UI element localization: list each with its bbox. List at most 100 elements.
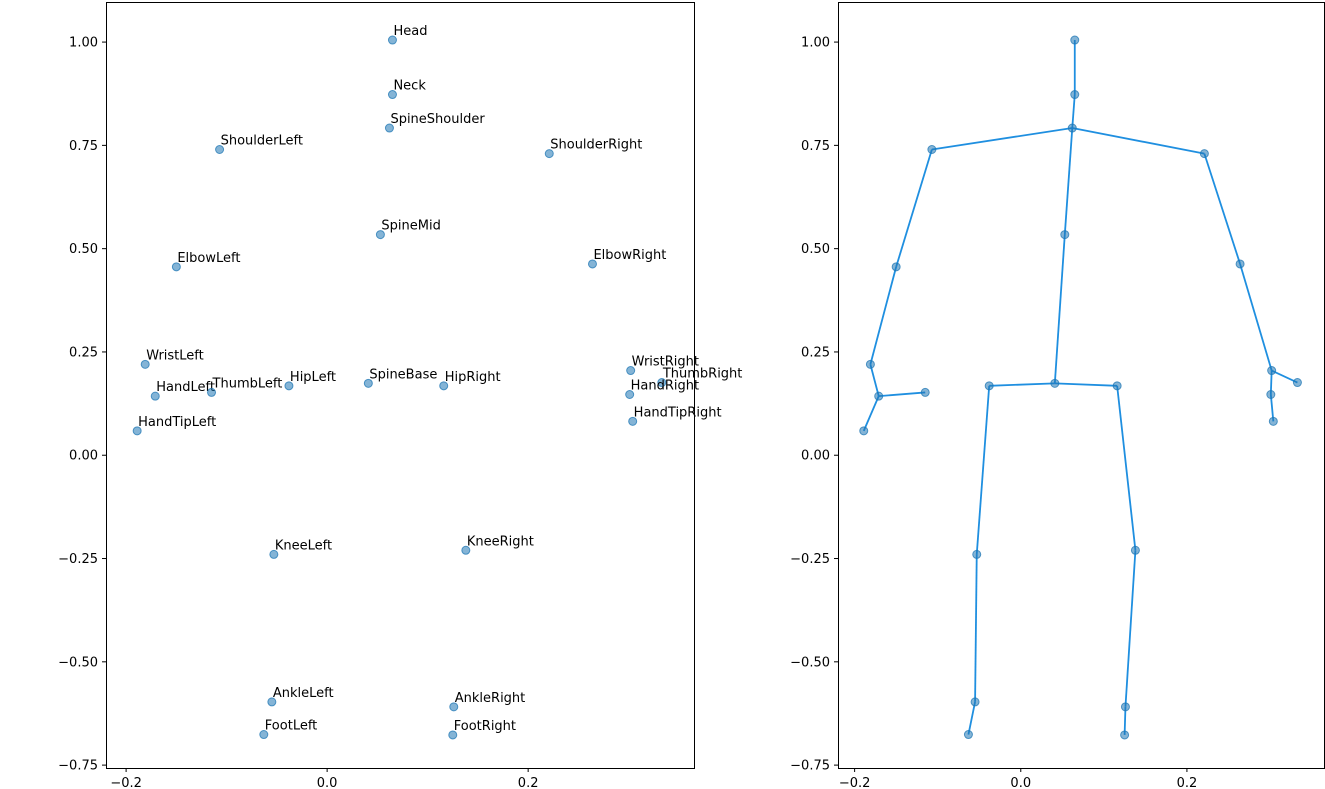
- joint-label: Neck: [393, 79, 426, 94]
- joint-label: ShoulderLeft: [221, 133, 303, 148]
- joint-label: AnkleRight: [455, 691, 526, 706]
- left-joint-point: [626, 366, 636, 376]
- right-x-tick-label: −0.2: [839, 776, 871, 789]
- skeleton-bone: [931, 127, 1073, 151]
- right-joint-point: [1266, 390, 1276, 400]
- joint-label: Head: [393, 24, 427, 39]
- right-y-tick-label: −0.75: [790, 759, 830, 774]
- joint-label: FootLeft: [265, 719, 317, 734]
- left-joint-point: [628, 416, 638, 426]
- skeleton-bone: [1116, 385, 1137, 551]
- left-joint-point: [587, 259, 597, 269]
- right-joint-point: [874, 391, 884, 401]
- left-x-tick-label: −0.2: [110, 776, 142, 789]
- skeleton-bones: [862, 40, 1298, 735]
- joint-label: WristRight: [632, 355, 699, 370]
- skeleton-bone: [1053, 234, 1066, 384]
- skeleton-bone: [1054, 382, 1118, 387]
- joint-label: ElbowLeft: [177, 251, 240, 266]
- left-y-ticks: −0.75 −0.50 −0.25 0.00 0.25 0.50 0.75 1.00: [58, 36, 106, 774]
- skeleton-bone: [869, 364, 880, 397]
- skeleton-bone: [878, 391, 926, 398]
- skeleton-bone: [869, 266, 898, 365]
- right-joint-point: [1292, 378, 1302, 388]
- right-y-tick-label: 0.00: [801, 449, 830, 464]
- right-joint-point: [1130, 545, 1140, 555]
- right-joint-point: [920, 387, 930, 397]
- joint-label: HandLeft: [156, 380, 215, 395]
- left-x-tick-label: 0.2: [518, 776, 539, 789]
- joint-label: HandTipLeft: [138, 415, 216, 430]
- skeleton-bone: [967, 701, 976, 735]
- skeleton-bone: [975, 385, 991, 555]
- right-x-tick-label: 0.0: [1010, 776, 1031, 789]
- joint-scatter-panel: Head Neck SpineShoulder ShoulderLeft Shoulde…: [58, 2, 743, 789]
- skeleton-bone: [1071, 94, 1076, 129]
- left-joint-point: [375, 230, 385, 240]
- right-joint-point: [927, 144, 937, 154]
- skeleton-bone: [862, 395, 880, 432]
- right-y-tick-label: −0.25: [790, 552, 830, 567]
- right-joint-point: [1060, 230, 1070, 240]
- skeleton-bone: [1239, 263, 1273, 371]
- left-y-tick-label: 1.00: [69, 36, 98, 51]
- right-joint-point: [1070, 90, 1080, 100]
- right-joint-point: [1120, 702, 1130, 712]
- joint-label: AnkleLeft: [273, 686, 334, 701]
- skeleton-bone: [974, 554, 978, 702]
- right-joint-point: [970, 697, 980, 707]
- joint-label: ThumbRight: [662, 367, 743, 382]
- right-axes-frame: [838, 2, 1325, 769]
- right-joint-point: [891, 262, 901, 272]
- joint-label: KneeRight: [467, 534, 534, 549]
- left-joint-point: [387, 35, 397, 45]
- left-joint-point: [657, 378, 667, 388]
- left-joint-point: [625, 390, 635, 400]
- left-joint-point: [267, 697, 277, 707]
- skeleton-joints: [859, 35, 1302, 740]
- joint-label: HandTipRight: [634, 405, 722, 420]
- skeleton-bone: [1072, 127, 1205, 155]
- left-y-tick-label: −0.25: [58, 552, 98, 567]
- left-y-tick-label: −0.50: [58, 655, 98, 670]
- left-y-tick-label: 0.75: [69, 139, 98, 154]
- scatter-marks: Head Neck SpineShoulder ShoulderLeft Shoulde…: [132, 24, 743, 740]
- left-joint-point: [171, 262, 181, 272]
- right-joint-point: [963, 730, 973, 740]
- left-joint-point: [207, 387, 217, 397]
- joint-label: FootRight: [454, 719, 516, 734]
- left-joint-point: [461, 545, 471, 555]
- joint-label: ShoulderRight: [550, 138, 642, 153]
- skeleton-bone: [1271, 369, 1298, 384]
- right-y-tick-label: −0.50: [790, 655, 830, 670]
- joint-label: HipRight: [445, 370, 501, 385]
- right-x-ticks: −0.2 0.0 0.2: [839, 768, 1197, 789]
- left-y-tick-label: −0.75: [58, 759, 98, 774]
- right-y-tick-label: 0.75: [801, 139, 830, 154]
- skeleton-panel: −0.2 0.0 0.2 −0.75 −0.50 −0.25 0.00 0.25 0.50 0.…: [790, 2, 1325, 789]
- right-joint-point: [972, 549, 982, 559]
- left-joint-point: [284, 381, 294, 391]
- left-x-tick-label: 0.0: [317, 776, 338, 789]
- joint-label: SpineMid: [381, 219, 440, 234]
- skeleton-bone: [989, 382, 1055, 387]
- right-x-tick-label: 0.2: [1177, 776, 1198, 789]
- left-joint-point: [215, 144, 225, 154]
- left-joint-point: [384, 123, 394, 133]
- right-joint-point: [1067, 123, 1077, 133]
- left-joint-point: [448, 730, 458, 740]
- left-joint-point: [269, 549, 279, 559]
- right-joint-point: [1050, 378, 1060, 388]
- right-y-tick-label: 1.00: [801, 36, 830, 51]
- joint-label: ElbowRight: [593, 248, 666, 263]
- skeleton-bone: [1063, 127, 1074, 235]
- left-joint-point: [259, 730, 269, 740]
- left-joint-point: [140, 359, 150, 369]
- skeleton-bone: [1203, 153, 1241, 265]
- right-joint-point: [859, 426, 869, 436]
- left-y-tick-label: 0.50: [69, 242, 98, 257]
- right-joint-point: [1267, 366, 1277, 376]
- left-joint-point: [387, 90, 397, 100]
- skeleton-bone: [1124, 550, 1137, 707]
